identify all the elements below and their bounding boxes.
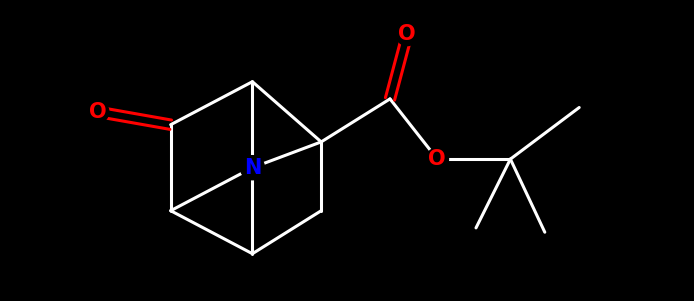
- Circle shape: [87, 101, 109, 123]
- Text: N: N: [244, 158, 261, 178]
- Circle shape: [426, 148, 448, 170]
- Text: O: O: [89, 102, 106, 122]
- Text: O: O: [398, 24, 416, 45]
- Text: O: O: [428, 149, 446, 169]
- Circle shape: [240, 156, 264, 180]
- Circle shape: [396, 23, 418, 45]
